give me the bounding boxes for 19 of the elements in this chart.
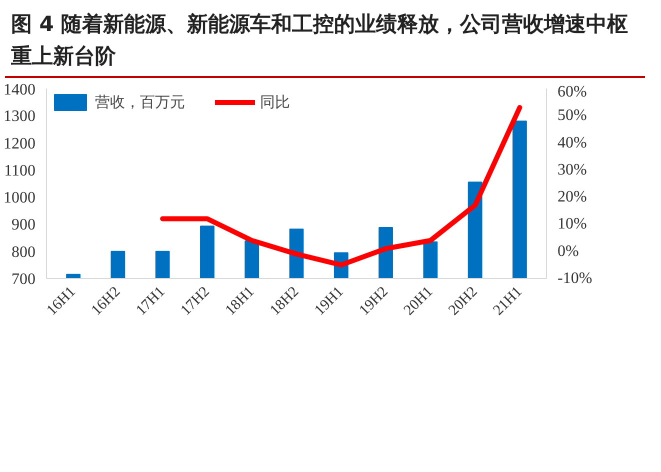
y2-tick-label: 50% xyxy=(558,107,587,124)
y2-tick-label: -10% xyxy=(558,270,592,287)
y2-tick-label: 0% xyxy=(558,242,579,260)
legend-label: 同比 xyxy=(260,92,290,112)
y-tick-label: 1200 xyxy=(4,135,36,152)
y-tick-label: 1100 xyxy=(4,162,36,180)
y2-tick-label: 10% xyxy=(558,216,587,233)
y2-tick-label: 40% xyxy=(558,134,587,152)
y-tick-label: 800 xyxy=(12,244,36,261)
chart-title: 图 4 随着新能源、新能源车和工控的业绩释放，公司营收增速中枢重上新台阶 xyxy=(11,11,630,70)
y-tick-label: 1000 xyxy=(4,190,36,207)
y2-tick-label: 30% xyxy=(558,161,587,178)
y2-tick-label: 60% xyxy=(558,84,587,100)
y-tick-label: 1300 xyxy=(4,108,36,126)
y-tick-label: 900 xyxy=(12,216,36,234)
y-tick-label: 1400 xyxy=(4,82,36,98)
y2-tick-label: 20% xyxy=(558,188,587,206)
y-tick-label: 700 xyxy=(12,271,36,288)
legend-label: 营收，百万元 xyxy=(95,92,185,112)
